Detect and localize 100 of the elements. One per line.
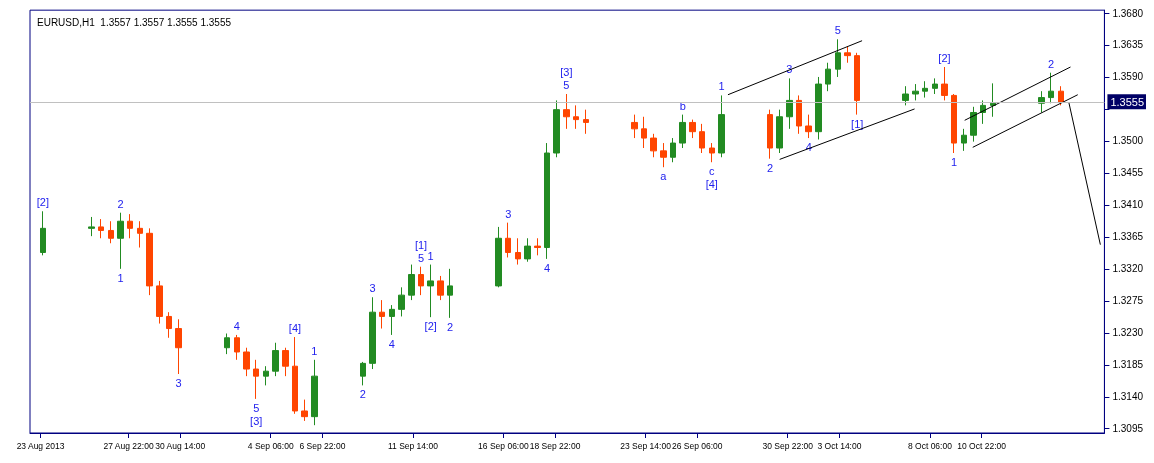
x-tick-label: 30 Sep 22:00	[762, 440, 814, 451]
candlestick	[398, 286, 405, 317]
candlestick	[718, 94, 725, 158]
y-tick-label: 1.3230	[1112, 327, 1144, 339]
candlestick	[709, 142, 715, 163]
annotation: 5	[563, 79, 570, 92]
x-tick-label: 16 Sep 06:00	[478, 440, 529, 451]
candlestick	[137, 220, 143, 249]
annotation: 3	[505, 207, 512, 220]
candlestick	[495, 226, 502, 288]
x-tick-label: 27 Aug 22:00	[103, 440, 154, 451]
y-tick-label: 1.3635	[1112, 39, 1144, 51]
annotation: c	[709, 165, 716, 178]
candlestick	[301, 399, 308, 422]
candlestick	[379, 299, 385, 330]
candlestick	[253, 359, 259, 400]
candlestick	[534, 237, 541, 256]
candlestick	[369, 296, 376, 370]
candlestick	[970, 106, 977, 143]
x-tick-label: 8 Oct 06:00	[907, 440, 953, 451]
candlestick	[786, 77, 793, 130]
candlestick	[583, 109, 589, 135]
x-tick-label: 11 Sep 14:00	[387, 440, 439, 451]
candlestick	[631, 114, 638, 139]
x-tick-label: 30 Aug 14:00	[155, 440, 206, 451]
candlestick	[408, 264, 415, 301]
y-tick-label: 1.3590	[1112, 71, 1144, 83]
candlestick	[98, 218, 104, 239]
candlestick	[243, 347, 250, 377]
x-tick-label: 3 Oct 14:00	[817, 440, 862, 451]
candlestick	[922, 80, 928, 99]
y-tick-label: 1.3320	[1112, 263, 1144, 275]
y-tick-label: 1.3185	[1112, 359, 1144, 371]
candlestick	[263, 365, 269, 386]
annotation: 4	[233, 319, 240, 332]
candlestick	[563, 93, 570, 130]
candlestick	[234, 334, 240, 361]
annotation: [3]	[250, 414, 263, 427]
candlestick	[166, 311, 172, 339]
candlestick	[689, 119, 696, 139]
y-tick-label: 1.3500	[1112, 135, 1144, 147]
y-tick-label: 1.3140	[1112, 391, 1144, 403]
candlestick	[679, 114, 686, 149]
candlestick	[776, 109, 783, 154]
candlestick	[108, 220, 114, 244]
annotation: a	[660, 170, 668, 183]
annotation: b	[679, 99, 686, 112]
candlestick	[437, 275, 444, 301]
annotation: 4	[388, 337, 395, 350]
candlestick	[825, 62, 831, 92]
candlestick	[854, 52, 860, 116]
annotation: [2]	[938, 52, 951, 65]
candlestick	[641, 116, 647, 149]
annotation: 2	[447, 320, 454, 333]
annotation: [4]	[705, 178, 718, 191]
candlestick	[990, 82, 996, 118]
annotation: 3	[369, 282, 376, 295]
annotation: [2]	[424, 320, 437, 333]
annotation: 1	[718, 80, 725, 93]
candlestick	[389, 304, 395, 336]
candlestick	[815, 76, 822, 140]
candlestick	[146, 227, 153, 296]
annotation: 2	[1048, 57, 1055, 70]
candlestick	[311, 359, 318, 426]
annotation: [1]	[414, 238, 428, 251]
x-tick-label: 18 Sep 22:00	[529, 440, 581, 451]
candlestick	[88, 216, 95, 237]
annotation: 1	[427, 249, 434, 262]
candlestick	[117, 212, 124, 270]
y-tick-label: 1.3410	[1112, 199, 1144, 211]
candlestick	[418, 266, 424, 296]
candlestick	[767, 109, 773, 160]
annotation: [2]	[36, 196, 50, 209]
candlestick	[941, 66, 948, 101]
candlestick	[40, 210, 46, 256]
candlestick	[912, 83, 919, 101]
candlestick	[835, 38, 841, 78]
annotation: 5	[417, 251, 425, 264]
x-tick-label: 4 Sep 06:00	[247, 440, 294, 451]
candlestick	[127, 213, 133, 239]
y-tick-label: 1.3275	[1112, 295, 1144, 307]
candlestick	[844, 45, 851, 64]
candlestick	[699, 123, 705, 154]
x-tick-label: 10 Oct 22:00	[957, 440, 1007, 451]
candlestick	[660, 142, 667, 168]
candlestick	[573, 104, 579, 130]
annotation: [3]	[560, 66, 573, 79]
candlestick	[282, 347, 289, 377]
y-tick-label: 1.3455	[1112, 167, 1144, 179]
candlestick	[505, 222, 511, 258]
candlestick	[961, 128, 967, 152]
annotation: 2	[117, 197, 124, 210]
candlestick	[447, 268, 453, 319]
candlestick	[805, 114, 812, 139]
annotation: 1	[951, 156, 958, 168]
candlestick	[670, 137, 676, 163]
annotation: 5	[834, 24, 841, 37]
x-tick-label: 6 Sep 22:00	[299, 440, 346, 451]
candlestick	[544, 142, 550, 260]
candlestick	[427, 264, 434, 318]
